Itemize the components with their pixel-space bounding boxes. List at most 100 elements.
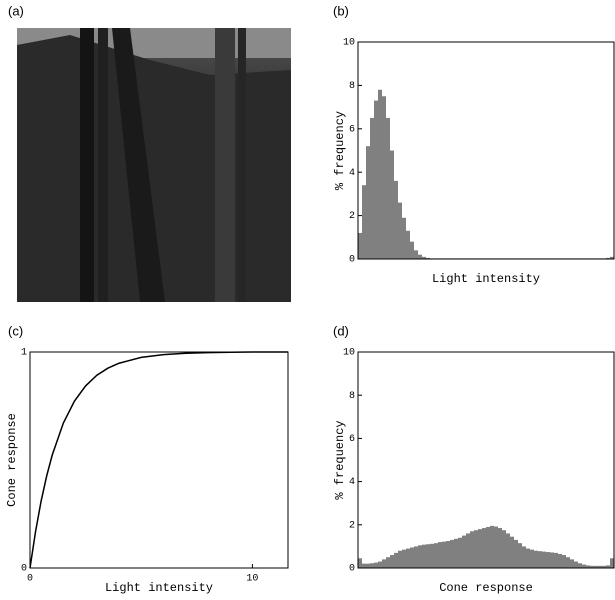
bar <box>582 564 586 568</box>
bar <box>474 530 478 568</box>
y-axis-label: % frequency <box>333 420 347 499</box>
y-tick-label: 0 <box>349 564 355 575</box>
photo <box>17 28 291 302</box>
y-tick-label: 1 <box>21 348 27 359</box>
bar <box>438 542 442 568</box>
y-tick-label: 2 <box>349 211 355 222</box>
bar <box>362 563 366 568</box>
bar <box>378 561 382 568</box>
axes-frame <box>357 351 615 569</box>
bar <box>602 565 606 568</box>
y-tick-label: 10 <box>343 348 355 359</box>
bar <box>422 256 426 259</box>
bar <box>410 547 414 568</box>
bar <box>598 565 602 568</box>
bar <box>406 230 410 259</box>
bar <box>558 553 562 568</box>
bar <box>494 526 498 568</box>
bar <box>534 550 538 568</box>
bar <box>414 250 418 259</box>
bar <box>570 559 574 568</box>
bar <box>578 563 582 568</box>
bar <box>430 543 434 568</box>
curve <box>29 351 288 569</box>
bar <box>418 254 422 259</box>
bar <box>514 539 518 568</box>
x-tick-label: 0 <box>27 574 33 585</box>
bar <box>426 257 430 259</box>
y-tick-label: 0 <box>349 255 355 266</box>
bar <box>374 100 378 259</box>
y-tick-label: 2 <box>349 520 355 531</box>
bar <box>462 535 466 568</box>
bar <box>562 555 566 568</box>
bar <box>394 552 398 568</box>
bar <box>482 528 486 568</box>
bar <box>358 232 362 259</box>
x-axis-label: Cone response <box>439 581 533 595</box>
bar <box>414 546 418 568</box>
bar <box>550 552 554 568</box>
bar <box>522 546 526 568</box>
bar <box>610 256 614 259</box>
panel-label: (a) <box>8 3 24 18</box>
bar <box>566 557 570 568</box>
bar <box>538 551 542 568</box>
bar <box>458 537 462 568</box>
bar <box>358 558 362 568</box>
y-tick-label: 6 <box>349 434 355 445</box>
bar <box>450 539 454 568</box>
bar <box>410 241 414 259</box>
bar <box>370 563 374 568</box>
bar <box>586 565 590 568</box>
bar <box>382 559 386 568</box>
y-axis-label: % frequency <box>333 111 347 190</box>
bar <box>470 531 474 568</box>
bar <box>386 557 390 568</box>
panel-label: (d) <box>333 323 349 338</box>
axes-frame <box>29 351 289 569</box>
y-tick-label: 8 <box>349 391 355 402</box>
bar <box>390 150 394 259</box>
bar <box>606 565 610 568</box>
y-tick-label: 8 <box>349 81 355 92</box>
y-tick-label: 10 <box>343 38 355 49</box>
bar <box>454 538 458 568</box>
bar <box>510 536 514 568</box>
axes-frame <box>357 41 615 260</box>
bar <box>394 180 398 259</box>
bar <box>506 533 510 568</box>
bar <box>502 530 506 568</box>
y-tick-label: 0 <box>21 564 27 575</box>
bar <box>554 552 558 568</box>
bar <box>378 89 382 260</box>
bar <box>390 555 394 568</box>
bar <box>606 257 610 259</box>
bar <box>402 549 406 568</box>
y-tick-label: 4 <box>349 168 355 179</box>
bar <box>442 541 446 568</box>
x-axis-label: Light intensity <box>432 272 540 286</box>
bar <box>366 563 370 568</box>
bar <box>594 565 598 568</box>
bar <box>610 558 614 568</box>
y-tick-label: 6 <box>349 124 355 135</box>
bar <box>374 562 378 568</box>
panel-label: (b) <box>333 3 349 18</box>
y-tick-label: 4 <box>349 477 355 488</box>
x-tick-label: 10 <box>246 574 258 585</box>
bar <box>386 117 390 259</box>
bar <box>446 541 450 568</box>
y-axis-label: Cone response <box>5 413 19 507</box>
bar <box>530 549 534 568</box>
bar <box>498 528 502 568</box>
bar <box>542 551 546 568</box>
bar <box>418 545 422 568</box>
bar <box>422 544 426 568</box>
bar <box>546 552 550 568</box>
bar <box>478 529 482 568</box>
bar <box>466 533 470 568</box>
bar <box>526 548 530 568</box>
bar <box>382 96 386 259</box>
